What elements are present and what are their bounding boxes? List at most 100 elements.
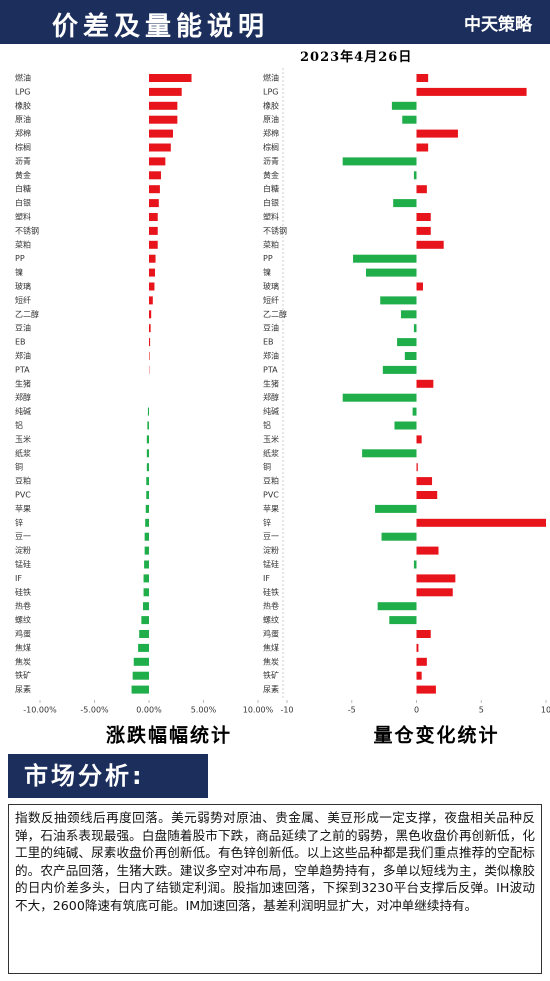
bar xyxy=(149,199,159,208)
bar xyxy=(382,365,417,374)
x-tick-label: -10 xyxy=(280,706,293,715)
bar xyxy=(416,129,458,138)
category-label: 白糖 xyxy=(263,184,279,194)
bar xyxy=(377,602,417,611)
bar xyxy=(147,407,149,416)
bar xyxy=(416,643,419,652)
x-tick-label: 0 xyxy=(414,706,419,715)
bar xyxy=(375,504,417,513)
bar xyxy=(131,685,149,694)
bar xyxy=(416,240,444,249)
bar xyxy=(402,115,417,124)
category-label: PP xyxy=(15,254,25,263)
x-tick-label: 5 xyxy=(479,706,484,715)
bar xyxy=(393,199,417,208)
bar xyxy=(413,324,417,333)
analysis-text: 指数反抽颈线后再度回落。美元弱势对原油、贵金属、美豆形成一定支撑，夜盘相关品种反… xyxy=(8,804,542,974)
category-label: 棕榈 xyxy=(15,142,31,152)
bar xyxy=(146,449,149,458)
x-tick-label: -5.00% xyxy=(80,706,109,715)
bar xyxy=(145,518,149,527)
category-label: 焦煤 xyxy=(263,642,279,652)
bar xyxy=(397,338,417,347)
bar xyxy=(394,421,417,430)
bar xyxy=(149,240,158,249)
bar xyxy=(145,504,149,513)
bar xyxy=(149,143,171,152)
category-label: 豆一 xyxy=(263,532,279,541)
category-label: 豆粕 xyxy=(263,476,279,486)
category-label: 铜 xyxy=(15,462,23,472)
category-label: 白银 xyxy=(15,198,31,208)
bar xyxy=(144,532,149,541)
category-label: LPG xyxy=(263,87,278,96)
bar xyxy=(146,477,149,486)
category-label: 豆粕 xyxy=(15,476,31,486)
category-label: 硅铁 xyxy=(263,587,279,597)
bar xyxy=(149,74,192,82)
bar xyxy=(416,477,433,486)
bar xyxy=(342,393,417,402)
category-label: 生猪 xyxy=(263,378,279,388)
bar xyxy=(342,157,417,166)
category-label: 郑棉 xyxy=(15,128,31,138)
category-label: 硅铁 xyxy=(15,587,31,597)
category-label: 菜粕 xyxy=(263,239,279,249)
category-label: 尿素 xyxy=(15,684,31,694)
category-label: EB xyxy=(15,338,26,347)
category-label: 玻璃 xyxy=(263,281,279,291)
category-label: 沥青 xyxy=(263,156,279,166)
bar xyxy=(149,129,173,138)
category-label: 乙二醇 xyxy=(15,309,39,319)
category-label: 郑醇 xyxy=(263,392,279,402)
category-label: 苹果 xyxy=(15,503,31,513)
bar xyxy=(412,407,417,416)
category-label: EB xyxy=(263,338,274,347)
bar xyxy=(416,491,438,499)
bar xyxy=(149,101,178,110)
bar xyxy=(416,574,456,583)
category-label: 尿素 xyxy=(263,684,279,694)
bar xyxy=(149,324,151,333)
category-label: 焦炭 xyxy=(263,656,279,666)
bar xyxy=(416,379,434,388)
bar xyxy=(353,254,417,263)
category-label: 塑料 xyxy=(15,212,31,222)
bar xyxy=(149,213,158,221)
category-label: PTA xyxy=(15,365,30,374)
category-label: 鸡蛋 xyxy=(15,629,31,639)
bar xyxy=(147,421,149,430)
bar xyxy=(416,213,431,221)
category-label: 原油 xyxy=(263,114,279,124)
category-label: 纸浆 xyxy=(15,448,31,458)
bar xyxy=(143,602,149,611)
bar xyxy=(149,115,178,124)
bar xyxy=(416,435,422,444)
bar xyxy=(146,463,149,472)
bar xyxy=(149,226,158,235)
bar xyxy=(416,87,527,96)
analysis-heading: 市场分析: xyxy=(8,754,208,798)
bar xyxy=(381,532,417,541)
bar xyxy=(146,435,149,444)
category-label: 燃油 xyxy=(263,73,279,83)
category-label: IF xyxy=(15,574,22,583)
bar xyxy=(416,185,427,194)
category-label: 不锈钢 xyxy=(263,225,287,235)
category-label: 不锈钢 xyxy=(15,225,39,235)
bar xyxy=(149,282,155,291)
category-label: 铁矿 xyxy=(15,670,31,680)
category-label: 铝 xyxy=(263,420,271,430)
category-label: 铁矿 xyxy=(263,670,279,680)
category-label: 橡胶 xyxy=(15,100,31,110)
bar xyxy=(149,310,152,319)
category-label: 乙二醇 xyxy=(263,309,287,319)
bar xyxy=(149,157,166,166)
bar xyxy=(143,588,149,597)
bar xyxy=(404,352,417,360)
bar xyxy=(149,268,155,277)
chart-title: 涨跌幅幅统计 xyxy=(106,724,232,747)
bar xyxy=(416,671,422,680)
category-label: 镍 xyxy=(263,267,271,277)
